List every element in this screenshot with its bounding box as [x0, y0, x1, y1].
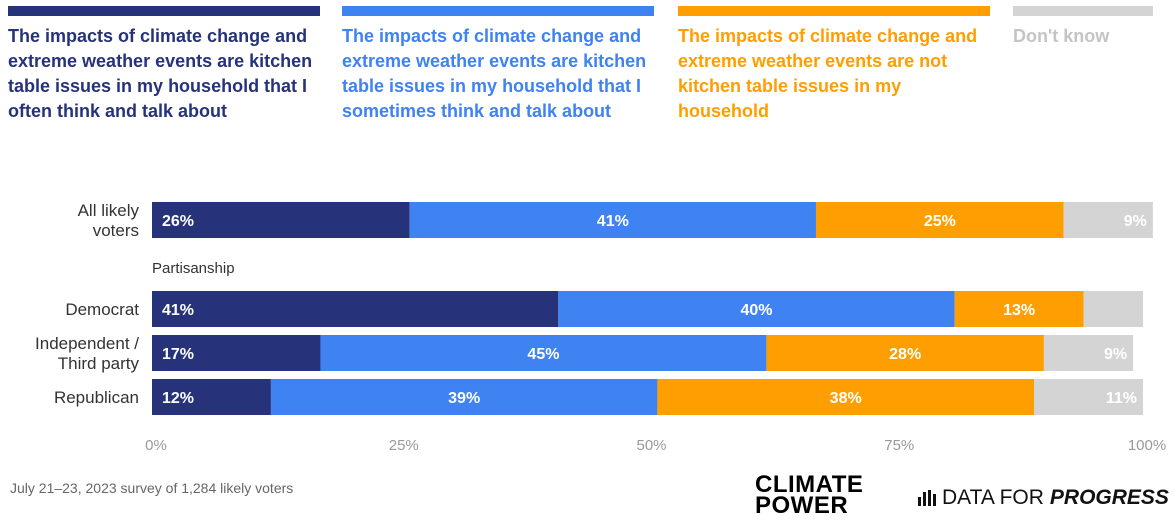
legend-item-often: The impacts of climate change and extrem… [8, 6, 320, 124]
data-label: 12% [162, 390, 194, 407]
bar-chart-icon [918, 490, 936, 506]
x-tick-label: 75% [884, 437, 914, 454]
category-label: Republican [54, 388, 139, 407]
bar-segment [152, 335, 321, 371]
data-for-progress-logo: DATA FOR PROGRESS [918, 486, 1169, 510]
bar-segment [657, 379, 1034, 415]
legend-item-not: The impacts of climate change and extrem… [678, 6, 990, 124]
data-label: 41% [597, 213, 629, 230]
bar-segment [766, 335, 1044, 371]
legend-item-sometimes: The impacts of climate change and extrem… [342, 6, 654, 124]
bar-segment [152, 202, 410, 238]
legend-swatch-not [678, 6, 990, 16]
dfp-logo-emphasis: PROGRESS [1049, 486, 1169, 509]
data-label: 25% [924, 213, 956, 230]
data-label: 38% [830, 390, 862, 407]
climate-power-logo-line2: POWER [755, 492, 849, 519]
x-tick-label: 50% [636, 437, 666, 454]
bar-segment [320, 335, 767, 371]
legend-label-sometimes: The impacts of climate change and extrem… [342, 26, 647, 121]
category-label: All likely [78, 201, 140, 220]
bar-segment [954, 291, 1084, 327]
legend-swatch-sometimes [342, 6, 654, 16]
data-label: 11% [1106, 390, 1137, 407]
data-label: 9% [1104, 346, 1127, 363]
climate-power-logo-line1: CLIMATE [755, 471, 864, 498]
data-label: 9% [1124, 213, 1147, 230]
x-tick-label: 100% [1128, 437, 1166, 454]
dfp-logo-prefix: DATA FOR [942, 486, 1044, 509]
legend-item-dont-know: Don't know [1013, 6, 1153, 49]
data-label: 41% [162, 302, 194, 319]
category-label: Democrat [65, 300, 139, 319]
legend-label-dont-know: Don't know [1013, 26, 1110, 46]
data-label: 26% [162, 213, 194, 230]
data-label: 28% [889, 346, 921, 363]
bar-segment [1063, 202, 1153, 238]
bar-segment [1043, 335, 1134, 371]
x-tick-label: 0% [145, 437, 167, 454]
legend-swatch-dont-know [1013, 6, 1153, 16]
bar-segment [815, 202, 1064, 238]
legend-label-often: The impacts of climate change and extrem… [8, 26, 313, 121]
legend-label-not: The impacts of climate change and extrem… [678, 26, 978, 121]
bar-segment [152, 291, 559, 327]
bar-segment [152, 379, 271, 415]
bar-segment [558, 291, 955, 327]
data-label: 40% [740, 302, 772, 319]
data-label: 39% [448, 390, 480, 407]
bar-segment [1033, 379, 1143, 415]
group-label-partisanship: Partisanship [152, 260, 235, 277]
x-tick-label: 25% [389, 437, 419, 454]
data-label: 45% [527, 346, 559, 363]
data-label: 17% [162, 346, 194, 363]
category-label: voters [93, 221, 139, 240]
legend-swatch-often [8, 6, 320, 16]
bar-segment [1083, 291, 1143, 327]
category-label: Independent / [35, 334, 139, 353]
climate-power-logo: CLIMATE POWER [755, 471, 864, 519]
category-label: Third party [58, 354, 140, 373]
footnote: July 21–23, 2023 survey of 1,284 likely … [10, 480, 294, 496]
data-label: 13% [1003, 302, 1035, 319]
bar-segment [270, 379, 658, 415]
bar-segment [409, 202, 816, 238]
